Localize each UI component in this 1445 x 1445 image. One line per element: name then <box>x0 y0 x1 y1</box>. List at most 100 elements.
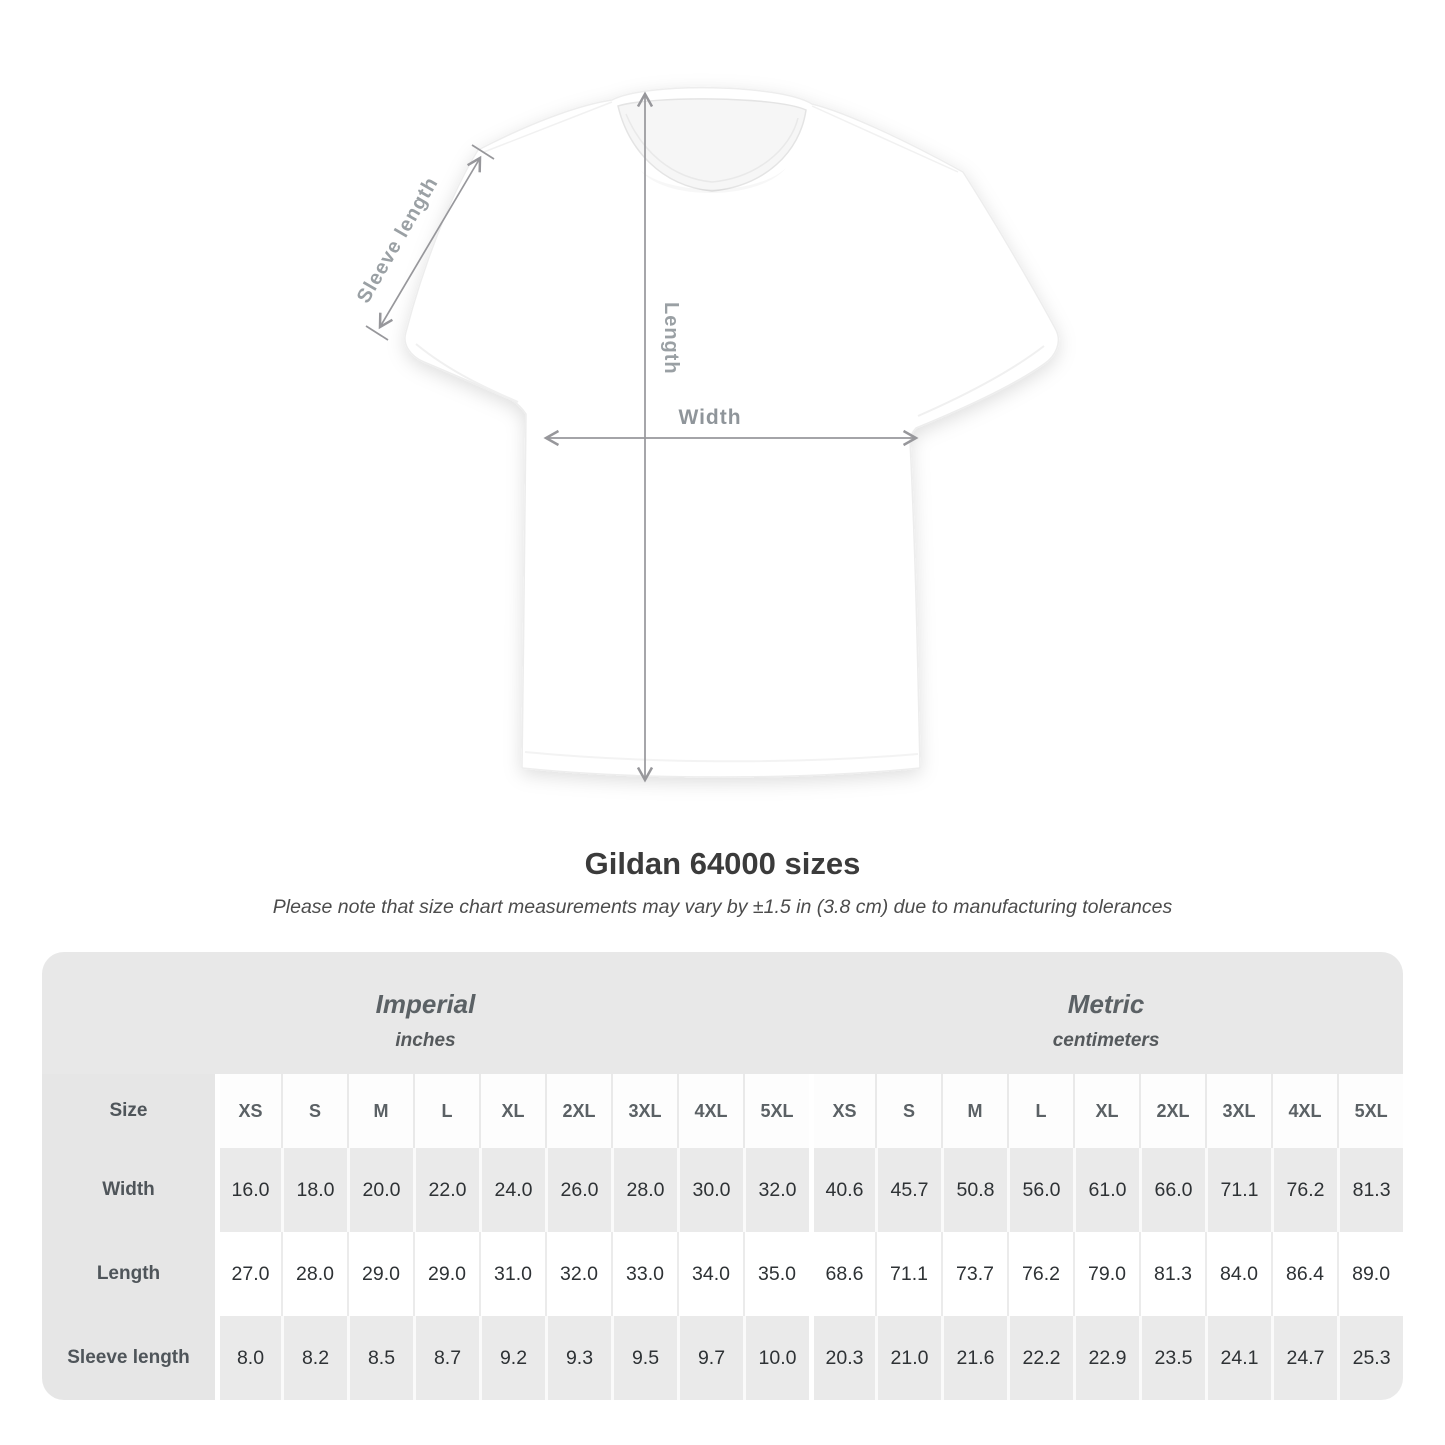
value-cell: 28.0 <box>281 1232 347 1316</box>
size-col-header: L <box>413 1074 479 1148</box>
sleeve-length-arrow <box>378 155 482 330</box>
value-cell: 68.6 <box>809 1232 876 1316</box>
size-col-header: L <box>1007 1074 1074 1148</box>
size-col-header: XS <box>215 1074 281 1148</box>
table-row-length: Length 27.0 28.0 29.0 29.0 31.0 32.0 33.0 34.0 3… <box>42 1232 1403 1316</box>
value-cell: 20.3 <box>809 1316 876 1400</box>
imperial-header-cell: Imperial inches <box>42 952 810 1074</box>
size-header-row: Size XS S M L XL 2XL 3XL 4XL 5XL XS S M L XL 2XL 3XL 4XL… <box>42 1074 1403 1148</box>
size-col-header: 3XL <box>1205 1074 1272 1148</box>
value-cell: 23.5 <box>1139 1316 1206 1400</box>
size-col-header: XS <box>809 1074 876 1148</box>
left-sleeve-hem-seam <box>415 343 519 403</box>
size-col-header: 3XL <box>611 1074 677 1148</box>
dimension-arrows <box>365 91 919 783</box>
size-chart: Imperial inches Metric centimeters Size … <box>42 952 1403 1400</box>
right-sleeve-hem-seam <box>917 345 1045 417</box>
value-cell: 32.0 <box>743 1148 810 1232</box>
metric-label: Metric <box>1067 988 1145 1019</box>
value-cell: 9.5 <box>611 1316 677 1400</box>
row-label-sleeve-length: Sleeve length <box>42 1316 215 1400</box>
value-cell: 16.0 <box>215 1148 281 1232</box>
sleeve-arrow-end-cap-top <box>471 144 495 160</box>
value-cell: 40.6 <box>809 1148 876 1232</box>
value-cell: 56.0 <box>1007 1148 1074 1232</box>
tshirt-measurement-diagram: Sleeve length Length Width <box>353 86 1060 783</box>
value-cell: 33.0 <box>611 1232 677 1316</box>
table-row-sleeve-length: Sleeve length 8.0 8.2 8.5 8.7 9.2 9.3 9.5 9.7 10… <box>42 1316 1403 1400</box>
value-cell: 31.0 <box>479 1232 545 1316</box>
value-cell: 22.2 <box>1007 1316 1074 1400</box>
value-cell: 9.3 <box>545 1316 611 1400</box>
value-cell: 21.0 <box>875 1316 942 1400</box>
value-cell: 29.0 <box>347 1232 413 1316</box>
value-cell: 22.9 <box>1073 1316 1140 1400</box>
value-cell: 61.0 <box>1073 1148 1140 1232</box>
value-cell: 86.4 <box>1271 1232 1338 1316</box>
value-cell: 81.3 <box>1139 1232 1206 1316</box>
value-cell: 35.0 <box>743 1232 810 1316</box>
size-col-header: XL <box>1073 1074 1140 1148</box>
value-cell: 8.5 <box>347 1316 413 1400</box>
value-cell: 26.0 <box>545 1148 611 1232</box>
value-cell: 71.1 <box>875 1232 942 1316</box>
value-cell: 9.7 <box>677 1316 743 1400</box>
value-cell: 8.2 <box>281 1316 347 1400</box>
value-cell: 50.8 <box>941 1148 1008 1232</box>
value-cell: 8.7 <box>413 1316 479 1400</box>
value-cell: 22.0 <box>413 1148 479 1232</box>
value-cell: 76.2 <box>1007 1232 1074 1316</box>
size-col-header: S <box>875 1074 942 1148</box>
left-shoulder-seam <box>483 101 613 153</box>
size-col-header: XL <box>479 1074 545 1148</box>
row-label-size: Size <box>42 1074 215 1148</box>
table-row-width: Width 16.0 18.0 20.0 22.0 24.0 26.0 28.0 30.0 32… <box>42 1148 1403 1232</box>
value-cell: 81.3 <box>1337 1148 1403 1232</box>
size-col-header: S <box>281 1074 347 1148</box>
sleeve-arrow-end-cap-bottom <box>365 325 389 341</box>
value-cell: 71.1 <box>1205 1148 1272 1232</box>
value-cell: 24.0 <box>479 1148 545 1232</box>
metric-header-cell: Metric centimeters <box>809 952 1403 1074</box>
row-label-length: Length <box>42 1232 215 1316</box>
value-cell: 73.7 <box>941 1232 1008 1316</box>
tshirt <box>404 86 1060 778</box>
value-cell: 28.0 <box>611 1148 677 1232</box>
size-col-header: M <box>347 1074 413 1148</box>
value-cell: 34.0 <box>677 1232 743 1316</box>
value-cell: 89.0 <box>1337 1232 1403 1316</box>
right-shoulder-seam <box>811 105 959 173</box>
value-cell: 45.7 <box>875 1148 942 1232</box>
tshirt-figure: Sleeve length Length Width <box>353 86 1060 783</box>
value-cell: 21.6 <box>941 1316 1008 1400</box>
size-col-header: 5XL <box>1337 1074 1403 1148</box>
width-label: Width <box>678 406 741 429</box>
length-label: Length <box>660 302 682 375</box>
size-col-header: 2XL <box>545 1074 611 1148</box>
chart-title: Gildan 64000 sizes <box>584 846 861 881</box>
value-cell: 29.0 <box>413 1232 479 1316</box>
imperial-unit-label: inches <box>395 1029 456 1051</box>
row-label-width: Width <box>42 1148 215 1232</box>
unit-header-row: Imperial inches Metric centimeters <box>42 952 1403 1074</box>
value-cell: 20.0 <box>347 1148 413 1232</box>
value-cell: 76.2 <box>1271 1148 1338 1232</box>
size-col-header: 4XL <box>677 1074 743 1148</box>
size-col-header: M <box>941 1074 1008 1148</box>
value-cell: 84.0 <box>1205 1232 1272 1316</box>
bottom-hem-seam <box>524 751 919 763</box>
value-cell: 25.3 <box>1337 1316 1403 1400</box>
value-cell: 66.0 <box>1139 1148 1206 1232</box>
value-cell: 79.0 <box>1073 1232 1140 1316</box>
size-col-header: 2XL <box>1139 1074 1206 1148</box>
value-cell: 9.2 <box>479 1316 545 1400</box>
metric-unit-label: centimeters <box>1052 1029 1160 1051</box>
value-cell: 32.0 <box>545 1232 611 1316</box>
value-cell: 18.0 <box>281 1148 347 1232</box>
imperial-label: Imperial <box>375 988 476 1019</box>
value-cell: 24.1 <box>1205 1316 1272 1400</box>
value-cell: 30.0 <box>677 1148 743 1232</box>
size-chart-table: Imperial inches Metric centimeters Size … <box>42 952 1403 1400</box>
value-cell: 24.7 <box>1271 1316 1338 1400</box>
value-cell: 10.0 <box>743 1316 810 1400</box>
